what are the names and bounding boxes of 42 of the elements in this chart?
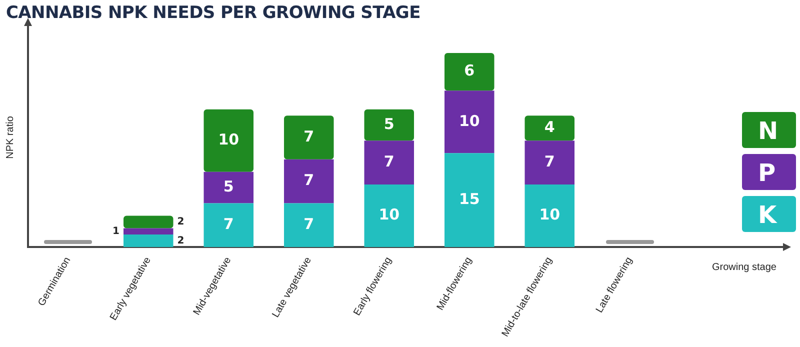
bar xyxy=(524,140,575,184)
data-label: 4 xyxy=(544,118,555,136)
data-label: 6 xyxy=(464,62,475,80)
bar xyxy=(124,228,174,235)
data-label: 5 xyxy=(384,114,394,133)
data-label: 5 xyxy=(223,177,234,196)
data-label: 10 xyxy=(218,130,240,149)
chart-title: CANNABIS NPK NEEDS PER GROWING STAGE xyxy=(6,3,420,23)
bar xyxy=(284,159,334,204)
bar xyxy=(204,203,254,248)
bar xyxy=(444,90,494,154)
bar xyxy=(524,184,575,248)
bar xyxy=(444,153,494,248)
data-label: 7 xyxy=(223,215,234,234)
data-label: 2 xyxy=(177,216,184,228)
data-label: 2 xyxy=(177,235,184,246)
bar xyxy=(284,116,334,160)
data-label: 10 xyxy=(539,206,560,224)
data-label: 7 xyxy=(384,152,394,170)
bar xyxy=(444,53,494,91)
bar xyxy=(524,116,575,141)
y-axis-title: NPK ratio xyxy=(4,116,16,159)
bar xyxy=(364,109,414,141)
data-label: 10 xyxy=(378,206,400,224)
data-label: 7 xyxy=(304,127,314,146)
x-axis-title: Growing stage xyxy=(712,262,776,273)
bar xyxy=(124,234,174,248)
data-label: 7 xyxy=(304,171,314,190)
bar xyxy=(364,184,414,248)
legend-label: K xyxy=(758,196,796,232)
data-label: 10 xyxy=(458,112,480,130)
bar xyxy=(364,140,414,184)
bar xyxy=(204,172,254,204)
data-label: 15 xyxy=(458,190,480,208)
data-label: 7 xyxy=(304,215,314,234)
bar xyxy=(284,203,334,248)
bar xyxy=(124,216,174,228)
bar xyxy=(204,109,254,172)
legend-label: P xyxy=(758,154,796,190)
data-label: 7 xyxy=(544,152,555,170)
legend-label: N xyxy=(758,112,796,148)
data-label: 1 xyxy=(112,226,120,237)
